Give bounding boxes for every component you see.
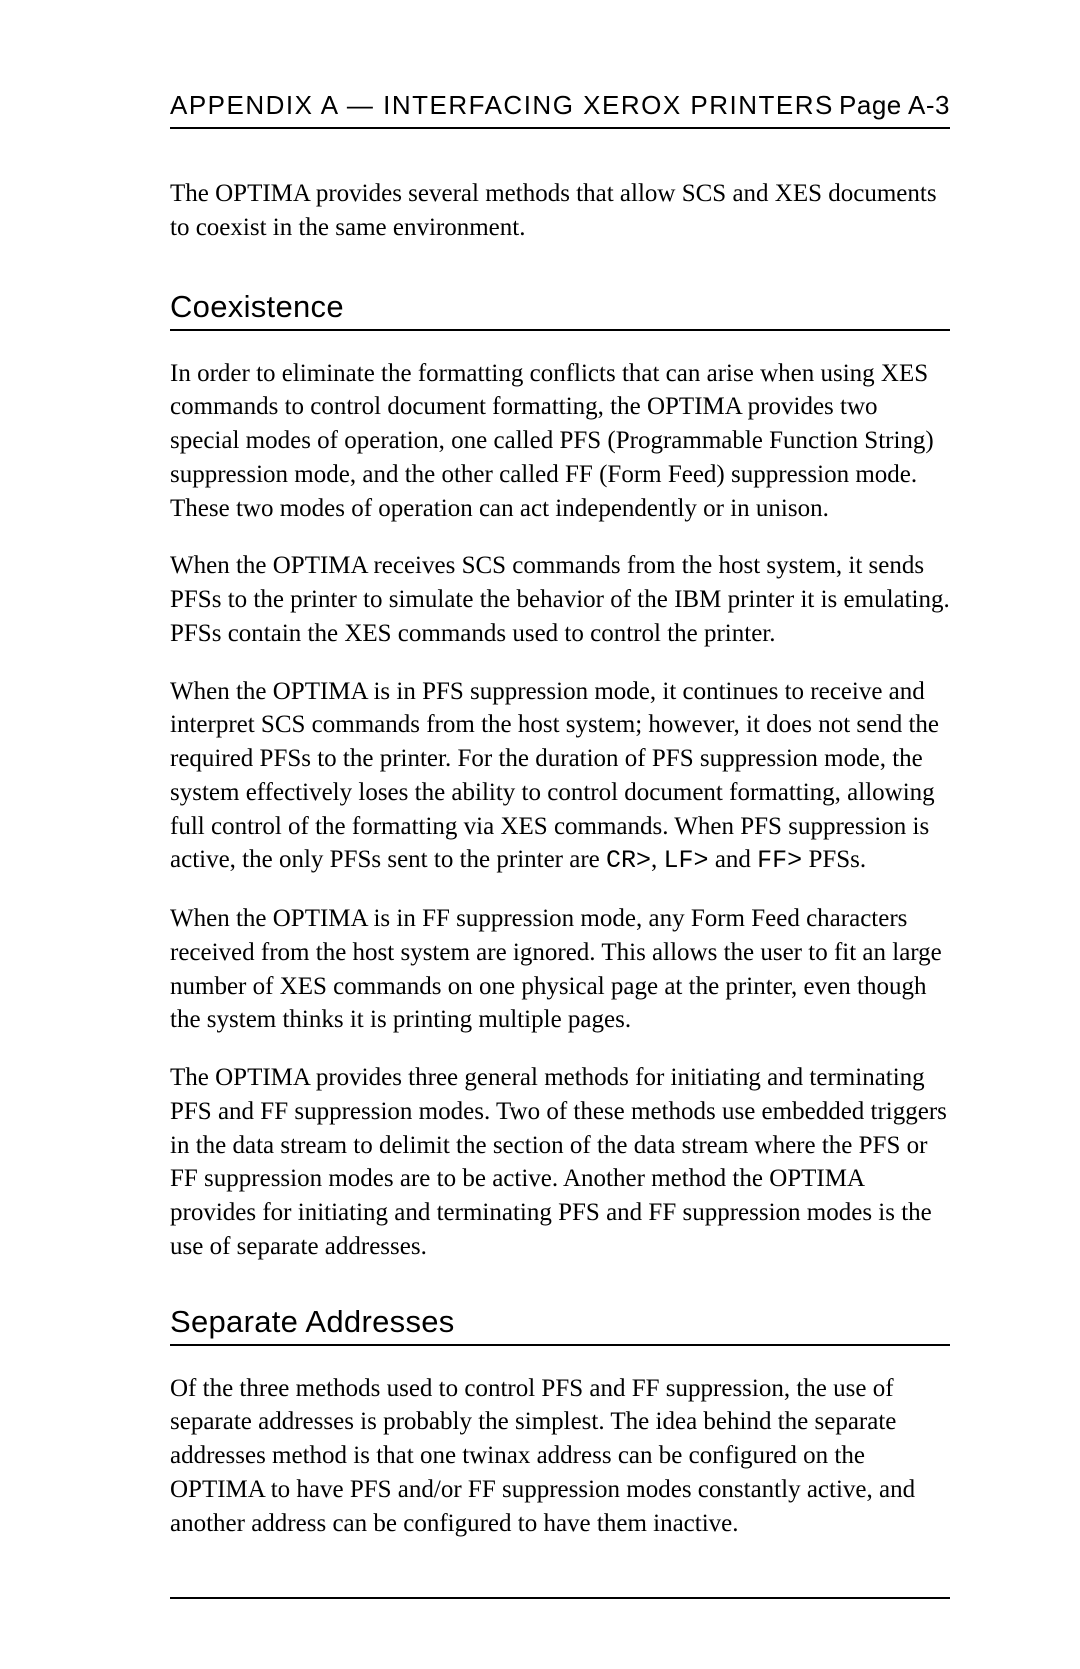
coexistence-para-2: When the OPTIMA receives SCS commands fr… xyxy=(170,549,950,650)
section-heading-coexistence: Coexistence xyxy=(170,289,950,331)
separate-addresses-para-1: Of the three methods used to control PFS… xyxy=(170,1372,950,1541)
coexistence-para-3-mid2: and xyxy=(709,846,758,873)
page-header: APPENDIX A — INTERFACING XEROX PRINTERS … xyxy=(170,90,950,129)
coexistence-para-3: When the OPTIMA is in PFS suppression mo… xyxy=(170,675,950,879)
code-lf: LF> xyxy=(664,846,709,875)
code-cr: CR> xyxy=(606,846,651,875)
intro-paragraph: The OPTIMA provides several methods that… xyxy=(170,177,950,245)
code-ff: FF> xyxy=(757,846,802,875)
coexistence-para-5: The OPTIMA provides three general method… xyxy=(170,1061,950,1264)
document-page: APPENDIX A — INTERFACING XEROX PRINTERS … xyxy=(0,0,1080,1610)
footer-rule xyxy=(170,1597,950,1599)
header-title: APPENDIX A — INTERFACING XEROX PRINTERS xyxy=(170,90,834,121)
coexistence-para-1: In order to eliminate the formatting con… xyxy=(170,357,950,526)
coexistence-para-3-post: PFSs. xyxy=(802,846,866,873)
coexistence-para-3-mid1: , xyxy=(651,846,664,873)
header-page-number: Page A-3 xyxy=(839,90,950,121)
coexistence-para-4: When the OPTIMA is in FF suppression mod… xyxy=(170,902,950,1037)
coexistence-para-3-pre: When the OPTIMA is in PFS suppression mo… xyxy=(170,678,939,874)
section-heading-separate-addresses: Separate Addresses xyxy=(170,1304,950,1346)
